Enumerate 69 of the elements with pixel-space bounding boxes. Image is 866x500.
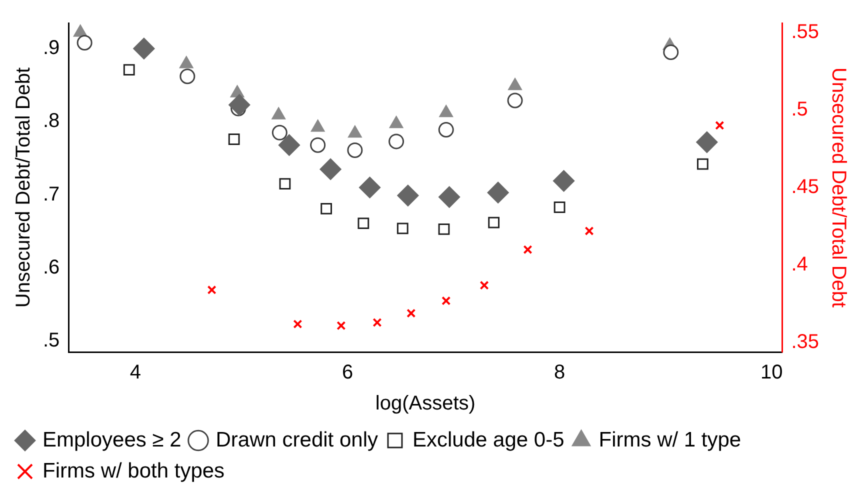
x-axis-title: log(Assets)	[375, 392, 476, 415]
y2-axis-title: Unsecured Debt/Total Debt	[827, 67, 850, 308]
point	[554, 202, 566, 213]
legend-label: Firms w/ 1 type	[598, 428, 742, 452]
point	[389, 116, 404, 128]
point	[507, 92, 523, 108]
y-tick-label: .6	[42, 256, 60, 278]
point	[553, 170, 575, 192]
legend-label: Exclude age 0-5	[412, 428, 564, 452]
x-tick-label: 10	[760, 362, 783, 384]
point	[442, 296, 451, 306]
point	[272, 107, 286, 120]
point	[228, 134, 240, 145]
y-tick-label: .7	[42, 183, 60, 206]
point	[310, 137, 326, 153]
point	[347, 142, 363, 158]
y-tick-label: .8	[42, 110, 60, 132]
point	[278, 134, 300, 156]
y-tick-label: .5	[42, 330, 60, 352]
legend-label: Employees ≥ 2	[42, 428, 182, 452]
point	[438, 186, 460, 208]
point	[359, 176, 381, 198]
point	[320, 203, 332, 214]
point	[715, 120, 724, 130]
point	[488, 216, 500, 228]
point	[293, 320, 302, 329]
point	[180, 56, 194, 68]
point	[696, 131, 718, 153]
y-axis-title: Unsecured Debt/Total Debt	[12, 67, 35, 308]
point	[180, 68, 196, 84]
point	[438, 122, 454, 138]
point	[207, 285, 216, 294]
point	[123, 64, 135, 76]
y-tick-label: .9	[42, 37, 60, 60]
point	[320, 158, 342, 180]
x-tick-label: 4	[130, 362, 142, 384]
point	[480, 280, 489, 290]
point	[397, 184, 419, 206]
point	[76, 34, 92, 50]
point	[372, 318, 382, 328]
y2-tick-label: .4	[791, 254, 808, 276]
point	[487, 182, 509, 204]
point	[133, 38, 155, 60]
point	[439, 105, 453, 118]
point	[438, 223, 450, 235]
legend-label: Drawn credit only	[216, 428, 378, 452]
point	[523, 245, 532, 254]
point	[396, 222, 408, 234]
legend-label: Firms w/ both types	[42, 459, 225, 482]
y2-tick-label: .55	[791, 20, 820, 43]
point	[663, 44, 679, 60]
x-tick-label: 6	[342, 362, 354, 384]
point	[311, 120, 325, 132]
point	[508, 78, 522, 90]
point	[406, 308, 416, 318]
point	[348, 126, 362, 138]
point	[74, 24, 88, 37]
x-tick-label: 8	[554, 362, 566, 384]
point	[388, 134, 404, 150]
point	[272, 124, 288, 140]
y2-tick-label: .45	[791, 176, 820, 198]
point	[696, 158, 708, 170]
point	[336, 321, 346, 330]
point	[279, 178, 291, 190]
point	[228, 94, 250, 116]
y2-tick-label: .35	[791, 331, 820, 354]
point	[584, 226, 594, 236]
point	[358, 218, 370, 230]
y2-tick-label: .5	[791, 98, 808, 120]
